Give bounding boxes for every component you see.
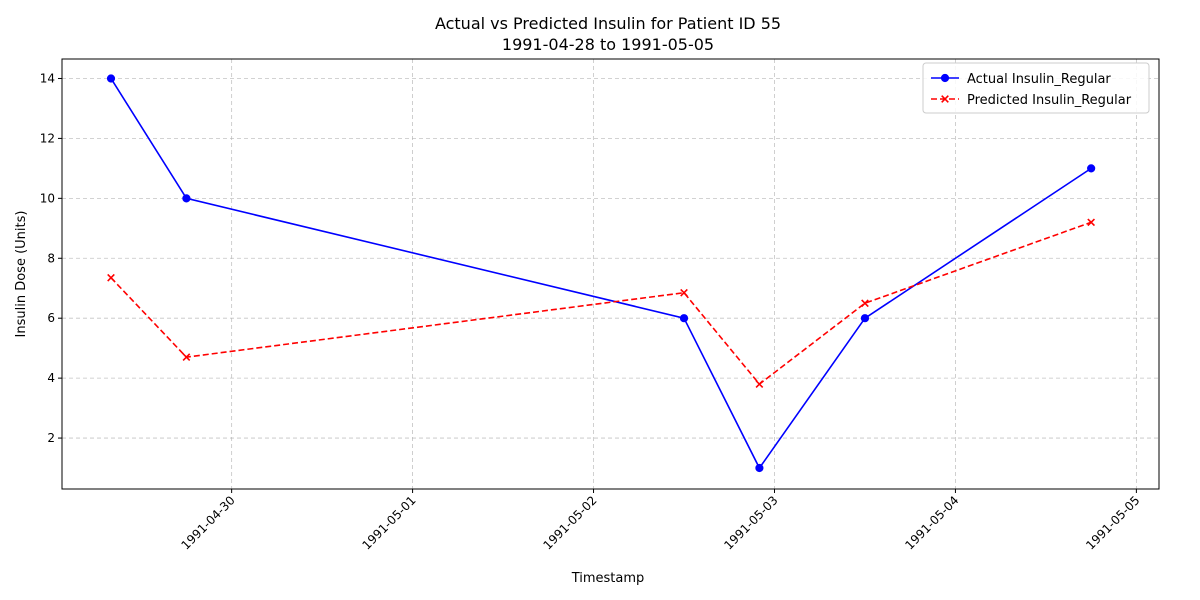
y-tick-label: 12 [40,131,55,145]
series-line [110,221,1092,386]
legend-label: Predicted Insulin_Regular [967,93,1132,108]
data-point [1087,164,1096,173]
x-tick-label: 1991-05-02 [540,493,599,552]
y-tick-label: 14 [40,71,55,85]
y-axis-label: Insulin Dose (Units) [14,211,29,338]
y-tick-label: 6 [47,311,55,325]
legend-marker [940,73,950,83]
data-point [106,74,116,83]
data-point [182,194,191,203]
legend-label: Actual Insulin_Regular [967,72,1111,87]
chart-subtitle: 1991-04-28 to 1991-05-05 [502,35,714,54]
data-point [861,299,869,308]
data-point [107,273,115,282]
data-point [680,288,688,297]
series-predicted [107,218,1096,388]
legend: Actual Insulin_Regular Predicted Insulin_… [922,62,1150,114]
grid-layer [62,59,1159,489]
tick-layer: 2 4 6 8 10 12 14 1991-04-30 1991-05-01 1991-05-02… [40,71,1143,552]
data-point [755,463,764,473]
y-tick-label: 10 [40,191,55,205]
series-actual [106,74,1096,473]
y-tick-label: 4 [47,371,55,385]
series-layer [106,74,1096,473]
legend-box [922,62,1150,114]
data-point [679,314,689,323]
data-point [860,314,870,323]
legend-marker [941,95,949,103]
x-tick-label: 1991-05-04 [902,493,961,552]
x-tick-label: 1991-05-01 [359,493,418,552]
y-tick-label: 2 [47,431,55,445]
x-tick-label: 1991-05-05 [1083,493,1142,552]
x-axis-label: Timestamp [571,571,645,586]
x-tick-label: 1991-05-03 [721,493,780,552]
data-point [182,353,191,362]
plot-frame [61,58,1160,490]
chart-title: Actual vs Predicted Insulin for Patient … [435,14,781,33]
data-point [755,380,764,388]
y-tick-label: 8 [47,251,55,265]
x-tick-label: 1991-04-30 [179,493,238,552]
data-point [1087,218,1096,227]
series-line [110,78,1092,470]
